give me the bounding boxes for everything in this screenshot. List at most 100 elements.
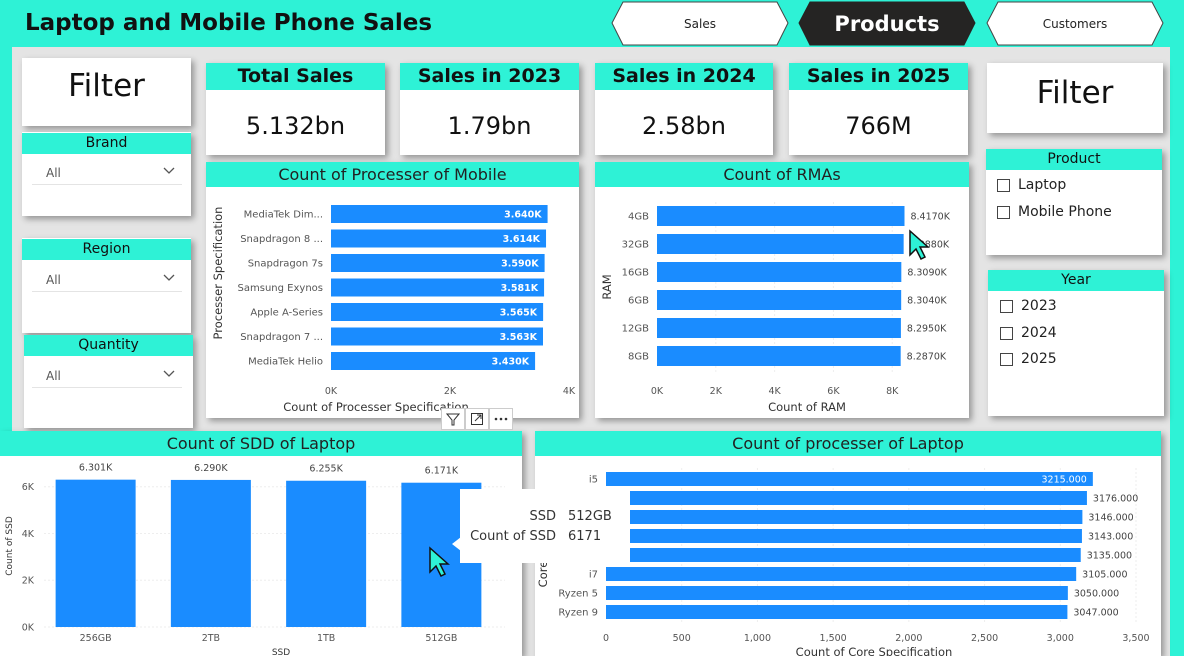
data-label: 3.590K: [501, 259, 539, 270]
data-label: 3.430K: [492, 357, 530, 368]
region-slicer-header: Region: [22, 239, 191, 260]
x-tick-label: 1,000: [744, 633, 771, 644]
right-filter-title: Filter: [1036, 75, 1114, 111]
region-dropdown[interactable]: All: [32, 267, 182, 292]
x-tick-label: 3,500: [1122, 633, 1149, 644]
data-label: 3047.000: [1073, 608, 1118, 619]
data-label: 3143.000: [1088, 532, 1133, 543]
tab-customers-label: Customers: [1042, 16, 1108, 31]
mouse-cursor-icon: [429, 546, 450, 578]
tab-customers[interactable]: Customers: [986, 1, 1164, 46]
x-tick-label: 2K: [710, 386, 723, 397]
bar: [55, 479, 136, 627]
x-tick-label: 8K: [886, 386, 899, 397]
year-option-2024[interactable]: 2024: [1000, 325, 1057, 341]
year-slicer: [988, 270, 1164, 416]
bar: [657, 262, 902, 282]
product-option-mobile-phone[interactable]: Mobile Phone: [997, 204, 1112, 220]
data-label: 3.640K: [504, 210, 542, 221]
tab-products[interactable]: Products: [798, 1, 976, 46]
laptop-processor-chart: 0 500 1,000 1,500 2,000 2,500 3,000 3,500 i5 3215…: [536, 468, 1150, 656]
chart-title: Count of Processer of Mobile: [206, 162, 579, 187]
kpi-value: 2.58bn: [642, 112, 726, 140]
x-tick-label: 0K: [651, 386, 664, 397]
x-tick-label: 2,500: [971, 633, 998, 644]
category-label: Snapdragon 8 ...: [240, 234, 323, 245]
checkbox[interactable]: [997, 205, 1010, 219]
year-option-label: 2024: [1021, 325, 1057, 341]
bar: [606, 605, 1068, 619]
data-label: 6.255K: [309, 464, 343, 475]
data-label: 6.290K: [194, 463, 228, 474]
data-label: 3050.000: [1074, 589, 1119, 600]
brand-dropdown-value: All: [46, 166, 61, 180]
bar: [625, 491, 1087, 505]
tab-shape: [611, 1, 789, 46]
x-tick-label: 500: [673, 633, 691, 644]
category-label: 32GB: [622, 240, 649, 251]
kpi-label: Sales in 2025: [789, 63, 968, 90]
data-label: 3215.000: [1041, 475, 1086, 486]
bar: [331, 303, 544, 321]
data-label: 8.3090K: [907, 268, 947, 279]
tab-shape: [798, 1, 976, 46]
year-option-2023[interactable]: 2023: [1000, 298, 1057, 314]
data-label: 6.301K: [79, 463, 113, 474]
brand-dropdown[interactable]: All: [32, 160, 182, 185]
checkbox[interactable]: [997, 178, 1010, 192]
bar: [657, 290, 902, 310]
y-tick-label: 4K: [22, 529, 35, 540]
category-label: MediaTek Helio: [248, 357, 323, 368]
x-axis-title: Count of Processer Specification: [283, 400, 468, 414]
category-label: Apple A-Series: [250, 308, 323, 319]
bar: [657, 318, 901, 338]
bar: [331, 278, 545, 297]
kpi-label: Sales in 2023: [400, 63, 579, 90]
quantity-dropdown[interactable]: All: [32, 363, 182, 388]
tab-sales-label: Sales: [684, 16, 716, 31]
bar: [625, 529, 1082, 543]
bar: [625, 510, 1083, 524]
x-tick-label: 6K: [827, 386, 840, 397]
data-label: 3.614K: [503, 234, 541, 245]
data-label: 3105.000: [1082, 570, 1127, 581]
filter-icon[interactable]: [441, 408, 465, 430]
data-label: 8.4170K: [910, 212, 950, 223]
data-label: 6.171K: [425, 466, 459, 477]
y-tick-label: 2K: [22, 576, 35, 587]
bar: [657, 346, 901, 366]
focus-mode-icon[interactable]: [465, 408, 489, 430]
data-label: 8.3040K: [907, 296, 947, 307]
ram-chart: 0K 2K 4K 6K 8K 4GB 8.4170K 32GB 8.3880K 16GB 8.309…: [600, 202, 951, 414]
bar: [606, 472, 1093, 486]
checkbox[interactable]: [1000, 352, 1013, 366]
bar: [331, 352, 536, 370]
kpi-value: 1.79bn: [447, 112, 532, 140]
left-filter-title: Filter: [68, 68, 145, 104]
checkbox[interactable]: [1000, 326, 1013, 340]
data-label: 8.2870K: [907, 352, 947, 363]
tab-sales[interactable]: Sales: [611, 1, 789, 46]
bar: [331, 254, 545, 272]
bar: [331, 205, 548, 223]
category-label: 512GB: [425, 633, 457, 644]
y-axis-title: Count of SSD: [5, 516, 15, 576]
more-options-icon[interactable]: [489, 408, 513, 430]
quantity-slicer-header: Quantity: [24, 335, 193, 356]
product-option-laptop[interactable]: Laptop: [997, 177, 1066, 193]
mouse-cursor-icon: [909, 229, 930, 261]
bar: [331, 229, 547, 248]
tab-products-label: Products: [834, 11, 940, 36]
product-slicer-header: Product: [986, 149, 1162, 170]
bar: [606, 567, 1077, 581]
category-label: MediaTek Dim...: [244, 210, 323, 221]
checkbox[interactable]: [1000, 299, 1013, 313]
mobile-processor-chart: 0K 2K 4K MediaTek Dim... 3.640K Snapdragon 8 …: [211, 205, 576, 414]
x-axis-title: Count of RAM: [768, 400, 846, 414]
data-label: 8.2950K: [907, 324, 947, 335]
year-option-2025[interactable]: 2025: [1000, 351, 1057, 367]
y-axis-title: RAM: [600, 274, 614, 299]
year-option-label: 2023: [1021, 298, 1057, 314]
tab-shape: [986, 1, 1164, 46]
category-label: Ryzen 5: [558, 589, 598, 600]
